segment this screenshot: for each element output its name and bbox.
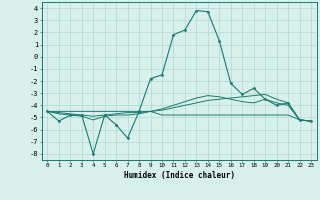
X-axis label: Humidex (Indice chaleur): Humidex (Indice chaleur): [124, 171, 235, 180]
